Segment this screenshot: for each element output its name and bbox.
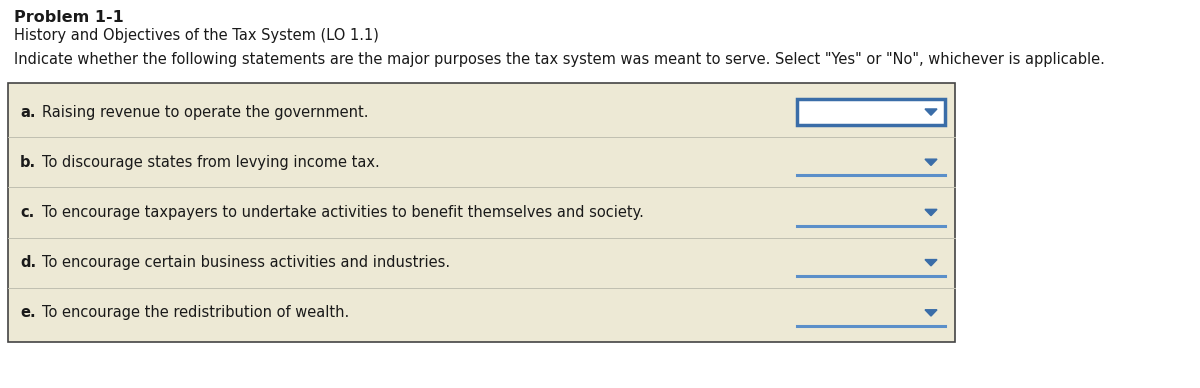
Bar xyxy=(797,300,946,326)
Polygon shape xyxy=(925,310,937,316)
Text: Indicate whether the following statements are the major purposes the tax system : Indicate whether the following statement… xyxy=(14,52,1105,67)
Text: History and Objectives of the Tax System (LO 1.1): History and Objectives of the Tax System… xyxy=(14,28,379,43)
Polygon shape xyxy=(925,109,937,115)
Bar xyxy=(797,99,946,125)
Text: c.: c. xyxy=(20,205,35,220)
Text: To encourage the redistribution of wealth.: To encourage the redistribution of wealt… xyxy=(42,305,349,320)
Polygon shape xyxy=(925,260,937,266)
Text: a.: a. xyxy=(20,105,36,120)
Text: Raising revenue to operate the government.: Raising revenue to operate the governmen… xyxy=(42,105,368,120)
Polygon shape xyxy=(925,159,937,165)
Text: d.: d. xyxy=(20,255,36,270)
Polygon shape xyxy=(925,210,937,216)
Text: To encourage certain business activities and industries.: To encourage certain business activities… xyxy=(42,255,450,270)
Bar xyxy=(797,199,946,225)
Text: b.: b. xyxy=(20,155,36,170)
Text: e.: e. xyxy=(20,305,36,320)
Bar xyxy=(8,83,955,342)
Text: To encourage taxpayers to undertake activities to benefit themselves and society: To encourage taxpayers to undertake acti… xyxy=(42,205,644,220)
Text: To discourage states from levying income tax.: To discourage states from levying income… xyxy=(42,155,379,170)
Text: Problem 1-1: Problem 1-1 xyxy=(14,10,124,25)
Bar xyxy=(797,250,946,276)
Bar xyxy=(797,149,946,175)
